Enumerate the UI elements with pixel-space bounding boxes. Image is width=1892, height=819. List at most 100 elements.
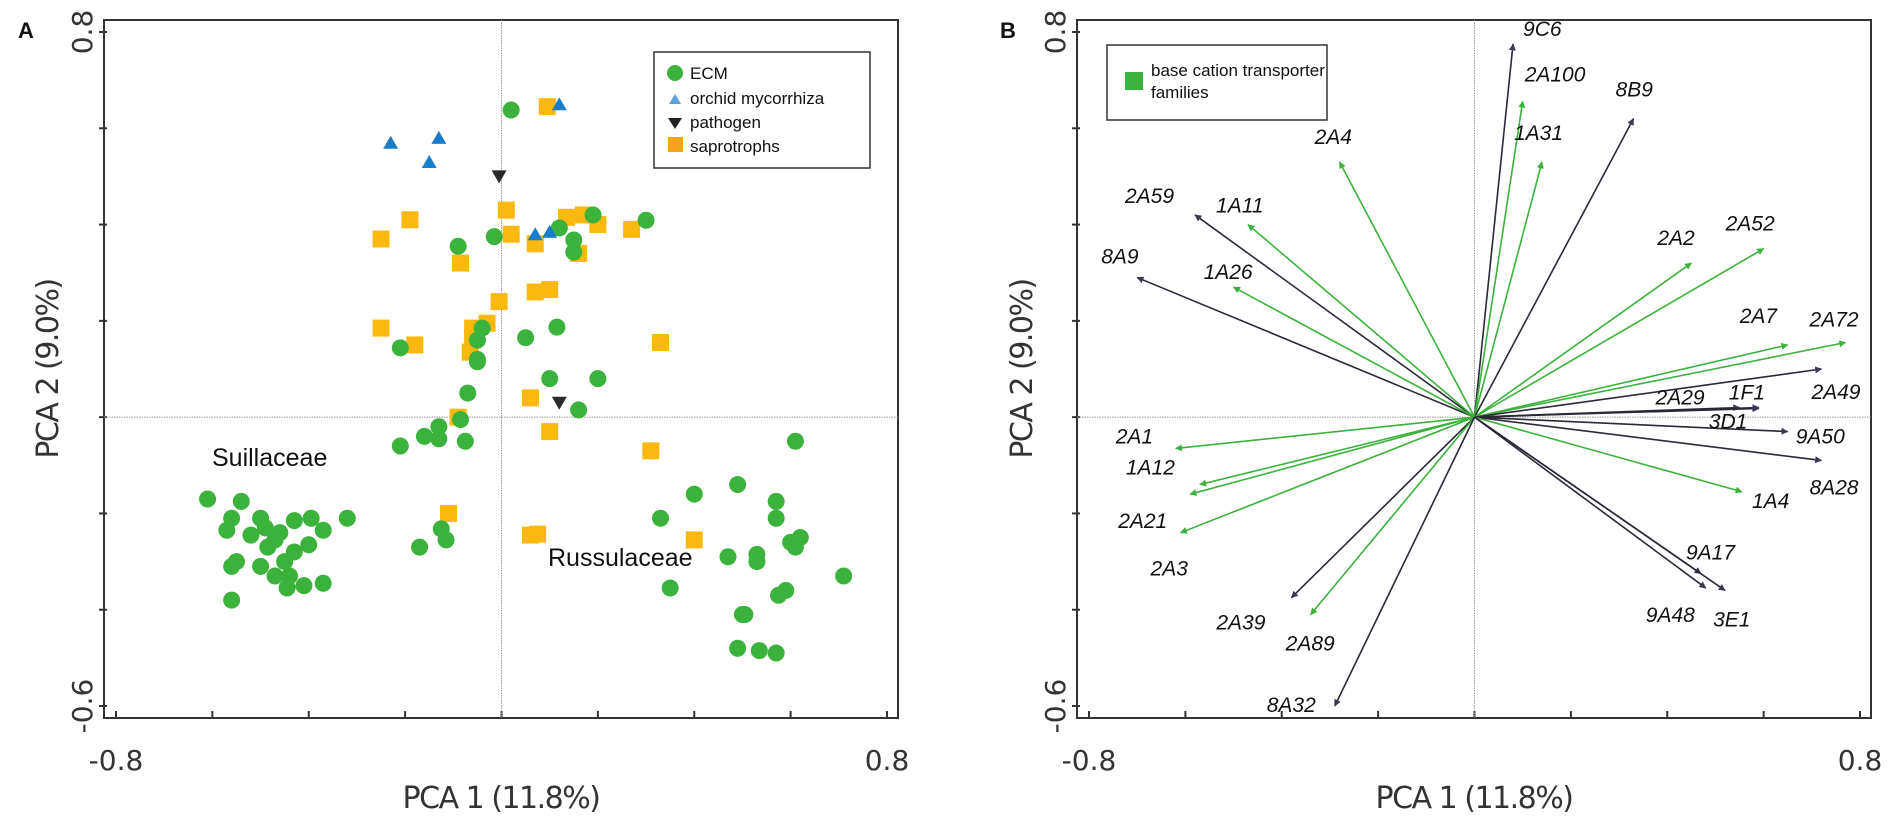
point-ecm [411, 538, 429, 556]
arrow-1a11 [1247, 223, 1476, 418]
point-ecm [661, 579, 679, 597]
point-saprotrophs [497, 201, 515, 219]
point-saprotrophs [541, 281, 559, 299]
point-ecm [584, 206, 602, 224]
point-saprotrophs [529, 525, 547, 543]
panel-b-ticks [1072, 31, 1861, 718]
panel-a-y-min-label: -0.6 [66, 679, 99, 734]
panel-a-x-max-label: 0.8 [865, 744, 910, 777]
point-ecm [452, 411, 470, 429]
point-orchid-mycorrhiza [431, 130, 447, 144]
point-ecm [242, 526, 260, 544]
arrow-label-3d1: 3D1 [1709, 410, 1748, 433]
arrow-2a3 [1179, 416, 1475, 534]
annotation-russulaceae: Russulaceae [548, 544, 693, 572]
panel-b-reference-lines [1077, 20, 1871, 718]
arrow-1a12 [1199, 416, 1475, 487]
annotation-suillaceae: Suillaceae [212, 444, 327, 472]
arrow-label-1a11: 1A11 [1216, 195, 1264, 218]
point-ecm [565, 243, 583, 261]
point-ecm [767, 492, 785, 510]
legend-orchid-triangle-icon [669, 94, 681, 104]
point-saprotrophs [502, 225, 520, 243]
arrow-label-1f1: 1F1 [1729, 382, 1765, 405]
point-pathogen [491, 170, 507, 184]
arrow-8a32 [1334, 416, 1476, 707]
legend-box [1106, 44, 1328, 121]
arrow-label-2a100: 2A100 [1524, 63, 1586, 86]
point-pathogen [551, 396, 567, 410]
point-ecm [415, 427, 433, 445]
arrow-label-1a4: 1A4 [1752, 490, 1789, 513]
panel-a-y-max-label: 0.8 [66, 10, 99, 55]
point-ecm [767, 644, 785, 662]
point-saprotrophs [652, 334, 670, 352]
point-ecm [430, 430, 448, 448]
arrow-2a52 [1474, 247, 1765, 418]
point-ecm [278, 579, 296, 597]
point-orchid-mycorrhiza [527, 227, 543, 241]
arrow-2a2 [1474, 262, 1692, 418]
arrow-label-2a39: 2A39 [1215, 612, 1265, 635]
point-ecm [276, 553, 294, 571]
point-ecm [791, 529, 809, 546]
arrow-label-9a48: 9A48 [1646, 604, 1695, 627]
point-saprotrophs [526, 283, 544, 301]
point-ecm [748, 553, 766, 571]
arrow-label-9a50: 9A50 [1796, 426, 1845, 449]
arrow-3e1 [1474, 416, 1726, 592]
point-ecm [252, 557, 270, 575]
arrow-label-2a29: 2A29 [1655, 387, 1705, 410]
point-orchid-mycorrhiza [551, 97, 567, 111]
point-saprotrophs [452, 254, 470, 272]
panel-a-x-min-label: -0.8 [89, 744, 144, 777]
panel-b-x-axis-title: PCA 1 (11.8%) [1376, 781, 1573, 816]
legend-orchid-label: orchid mycorrhiza [690, 89, 825, 108]
arrow-9a50 [1474, 416, 1789, 435]
arrow-label-2a59: 2A59 [1124, 185, 1174, 208]
point-ecm [589, 370, 607, 388]
arrow-label-2a72: 2A72 [1809, 309, 1859, 332]
point-ecm [550, 219, 568, 237]
arrow-label-1a26: 1A26 [1204, 261, 1253, 284]
arrow-2a72 [1474, 340, 1847, 418]
point-ecm [736, 606, 754, 624]
arrow-2a100 [1473, 100, 1526, 418]
panel-b-arrow-labels: 9C6 2A100 1A31 8B9 2A4 2A59 1A11 8A9 1A26 2A2 2A52… [1101, 18, 1861, 717]
arrow-label-2a89: 2A89 [1285, 633, 1335, 656]
point-ecm [719, 548, 737, 566]
point-ecm [437, 531, 455, 549]
legend-ecm-circle-icon [667, 65, 683, 81]
arrow-9c6 [1473, 43, 1516, 418]
point-ecm [637, 211, 655, 229]
point-saprotrophs [372, 230, 390, 248]
arrow-8a28 [1474, 416, 1823, 464]
point-ecm [266, 567, 284, 585]
point-saprotrophs [642, 442, 660, 460]
point-ecm [285, 512, 303, 530]
point-ecm [391, 437, 409, 455]
point-saprotrophs [406, 336, 424, 354]
point-orchid-mycorrhiza [542, 224, 558, 238]
point-ecm [256, 519, 274, 537]
panel-a-ticks [99, 31, 888, 718]
arrow-2a1 [1175, 416, 1475, 452]
legend-pathogen-triangle-icon [668, 118, 682, 129]
panel-a-x-axis-title: PCA 1 (11.8%) [403, 781, 600, 816]
arrow-label-1a12: 1A12 [1126, 457, 1175, 480]
arrow-label-8a9: 8A9 [1101, 246, 1139, 269]
point-ecm [729, 476, 747, 494]
point-ecm [770, 586, 788, 604]
arrow-2a21 [1189, 416, 1475, 496]
point-ecm [300, 536, 318, 554]
arrow-label-9c6: 9C6 [1523, 18, 1562, 41]
arrow-8b9 [1473, 118, 1635, 418]
point-ecm [271, 524, 289, 542]
panel-a-letter: A [18, 18, 34, 43]
point-saprotrophs [623, 220, 641, 238]
arrow-2a89 [1310, 416, 1476, 616]
point-ecm [767, 509, 785, 527]
point-ecm [314, 521, 332, 539]
point-ecm [430, 418, 448, 436]
point-ecm [729, 639, 747, 657]
